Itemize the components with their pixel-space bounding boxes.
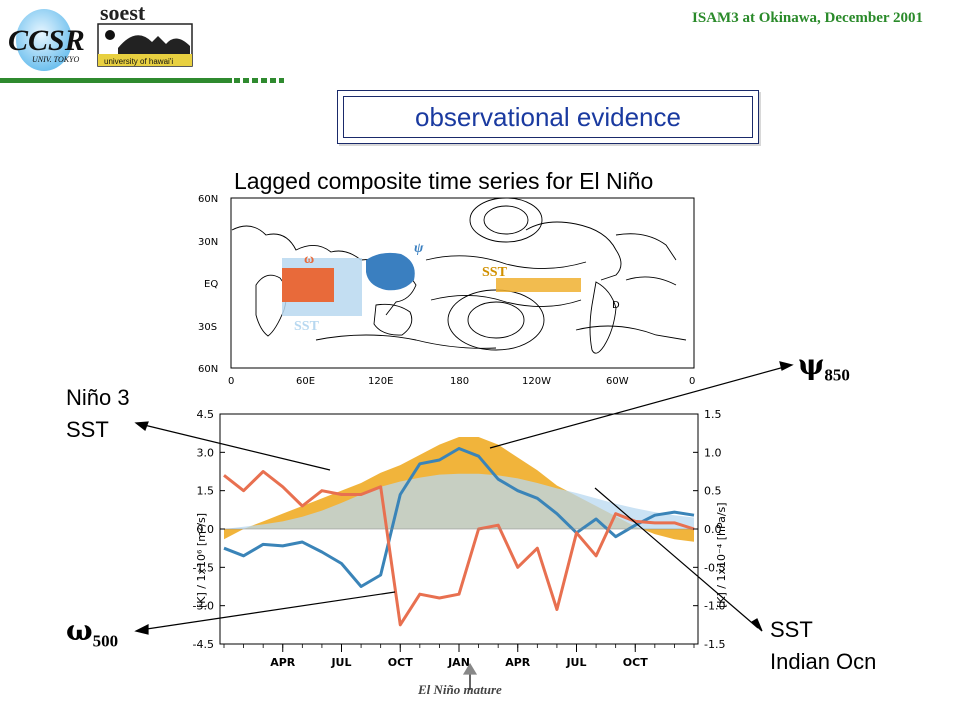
svg-text:0: 0: [228, 376, 234, 387]
svg-text:60N: 60N: [198, 364, 218, 375]
left-tick-label: 0.0: [197, 523, 215, 536]
series-1-area: [224, 473, 694, 529]
left-tick-label: 3.0: [197, 446, 215, 459]
svg-text:30N: 30N: [198, 237, 218, 248]
right-tick-label: -1.5: [704, 638, 725, 651]
svg-text:soest: soest: [100, 2, 146, 25]
soest-logo: soest university of hawai'i: [96, 0, 196, 68]
svg-text:60W: 60W: [606, 376, 629, 387]
header-dots: [234, 78, 284, 83]
nino3-label: Niño 3 SST: [66, 385, 130, 442]
svg-text:120W: 120W: [522, 376, 551, 387]
right-tick-label: 1.0: [704, 446, 722, 459]
x-tick-label: APR: [505, 656, 531, 669]
svg-text:UNIV. TOKYO: UNIV. TOKYO: [32, 55, 80, 64]
right-tick-label: 1.5: [704, 408, 722, 421]
composite-map: ω ψ SST SST D 60N 30N EQ 30S 60N 0 60E 1…: [198, 194, 695, 387]
svg-text:EQ: EQ: [204, 279, 218, 290]
series-3-line: [223, 470, 695, 627]
svg-text:SST: SST: [294, 319, 320, 334]
right-tick-label: 0.0: [704, 523, 722, 536]
slide-title-box: observational evidence: [337, 90, 759, 144]
svg-text:120E: 120E: [368, 376, 393, 387]
x-tick-label: OCT: [623, 656, 648, 669]
right-tick-label: 0.5: [704, 485, 722, 498]
left-tick-label: -4.5: [193, 638, 214, 651]
svg-text:60N: 60N: [198, 194, 218, 205]
map-title: Lagged composite time series for El Niño: [234, 168, 654, 194]
map-lon-ticks: 0 60E 120E 180 120W 60W 0: [228, 376, 695, 387]
x-tick-label: OCT: [388, 656, 413, 669]
left-tick-label: -3.0: [193, 600, 214, 613]
conference-title: ISAM3 at Okinawa, December 2001: [692, 10, 923, 26]
psi-region: [366, 252, 415, 291]
x-tick-label: JAN: [447, 656, 470, 669]
map-lat-ticks: 60N 30N EQ 30S 60N: [198, 194, 218, 375]
series-2-line: [223, 447, 695, 588]
svg-text:0: 0: [689, 376, 695, 387]
omega-region: [282, 268, 334, 302]
ccsr-logo: CCSR UNIV. TOKYO: [6, 4, 94, 72]
x-tick-label: JUL: [565, 656, 586, 669]
svg-text:ω: ω: [304, 252, 314, 267]
left-axis-label: [K] / 1x10⁶ [m²/s]: [195, 513, 208, 608]
header-rule: [0, 78, 232, 83]
sst-nino3-region: [496, 278, 581, 292]
x-tick-label: JUL: [330, 656, 351, 669]
slide-title: observational evidence: [343, 96, 753, 138]
x-tick-label: APR: [270, 656, 296, 669]
right-axis-label: [K] / 1x10⁻⁴ [hPa/s]: [715, 502, 728, 608]
omega500-label: ω500: [66, 614, 119, 651]
psi850-label: ψ850: [798, 348, 850, 385]
svg-text:60E: 60E: [296, 376, 315, 387]
svg-text:180: 180: [450, 376, 469, 387]
svg-text:CCSR: CCSR: [8, 24, 85, 57]
svg-text:university of hawai'i: university of hawai'i: [104, 57, 173, 66]
svg-text:30S: 30S: [198, 322, 217, 333]
svg-text:D: D: [612, 300, 620, 311]
svg-text:SST: SST: [482, 265, 508, 280]
left-tick-label: 1.5: [197, 485, 215, 498]
right-tick-label: -0.5: [704, 561, 725, 574]
left-tick-label: 4.5: [197, 408, 215, 421]
sst-indian-label: SST Indian Ocn: [770, 617, 877, 674]
right-tick-label: -1.0: [704, 600, 725, 613]
left-tick-label: -1.5: [193, 561, 214, 574]
svg-text:ψ: ψ: [414, 241, 424, 256]
el-nino-mature-label: El Niño mature: [418, 682, 502, 697]
